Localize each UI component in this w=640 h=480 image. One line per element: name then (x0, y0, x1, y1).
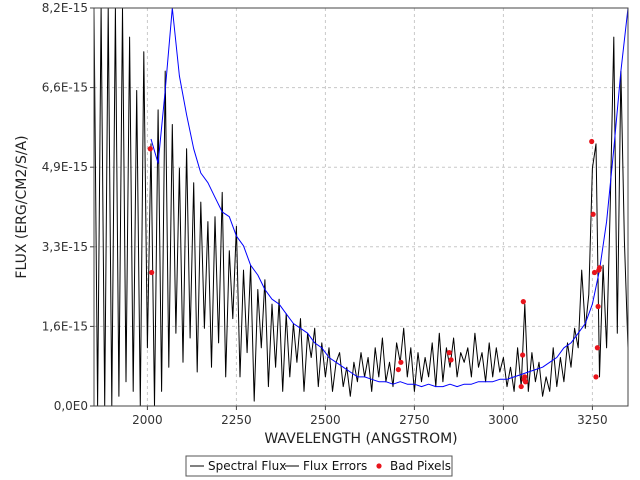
legend-label: Flux Errors (303, 459, 367, 473)
y-tick-label: 6,6E-15 (42, 81, 88, 95)
bad-pixel-point (594, 345, 600, 351)
bad-pixel-point (149, 269, 155, 276)
bad-pixel-point (522, 379, 529, 385)
y-axis-ticks: 0,0E0 1,6E-15 3,3E-15 4,9E-15 6,6E-15 8,2E-15 (42, 1, 94, 413)
y-tick-label: 0,0E0 (54, 399, 88, 413)
bad-pixel-points (147, 138, 603, 390)
x-tick-label: 3250 (577, 413, 608, 427)
legend: Spectral Flux Flux Errors Bad Pixels (185, 455, 453, 477)
bad-pixel-point (520, 299, 526, 305)
x-axis-title: WAVELENGTH (ANGSTROM) (264, 431, 457, 447)
x-tick-label: 2000 (132, 413, 163, 427)
x-tick-label: 2500 (310, 413, 341, 427)
bad-pixel-point (589, 138, 595, 145)
bad-pixel-point (593, 374, 599, 380)
series-layer (93, 7, 629, 407)
bad-pixel-point (147, 146, 153, 152)
y-tick-label: 8,2E-15 (42, 1, 88, 15)
bad-pixel-point (448, 357, 454, 363)
bad-pixel-point (518, 383, 524, 390)
bad-pixel-point (520, 352, 526, 358)
bad-pixel-point (590, 211, 596, 217)
series-line-spectral-flux (93, 7, 629, 407)
x-tick-label: 2750 (399, 413, 430, 427)
x-tick-label: 3000 (488, 413, 519, 427)
bad-pixel-point (522, 374, 528, 380)
legend-swatch-point (376, 463, 382, 469)
bad-pixel-point (596, 265, 603, 271)
plot-frame (93, 7, 629, 407)
bad-pixel-point (446, 350, 452, 356)
bad-pixel-point (395, 366, 401, 373)
legend-label: Spectral Flux (208, 459, 286, 473)
bad-pixel-point (591, 269, 598, 276)
y-axis-title: FLUX (ERG/CM2/S/A) (14, 135, 30, 278)
bad-pixel-point (398, 359, 404, 365)
series-line-flux-errors (150, 7, 629, 388)
y-tick-label: 3,3E-15 (42, 240, 88, 254)
legend-label: Bad Pixels (390, 459, 451, 473)
y-tick-label: 4,9E-15 (42, 160, 88, 174)
x-axis-ticks: 2000 2250 2500 2750 3000 3250 (132, 406, 608, 427)
y-tick-label: 1,6E-15 (42, 319, 88, 333)
legend-box (185, 455, 453, 477)
bad-pixel-point (595, 303, 601, 310)
x-tick-label: 2250 (221, 413, 252, 427)
